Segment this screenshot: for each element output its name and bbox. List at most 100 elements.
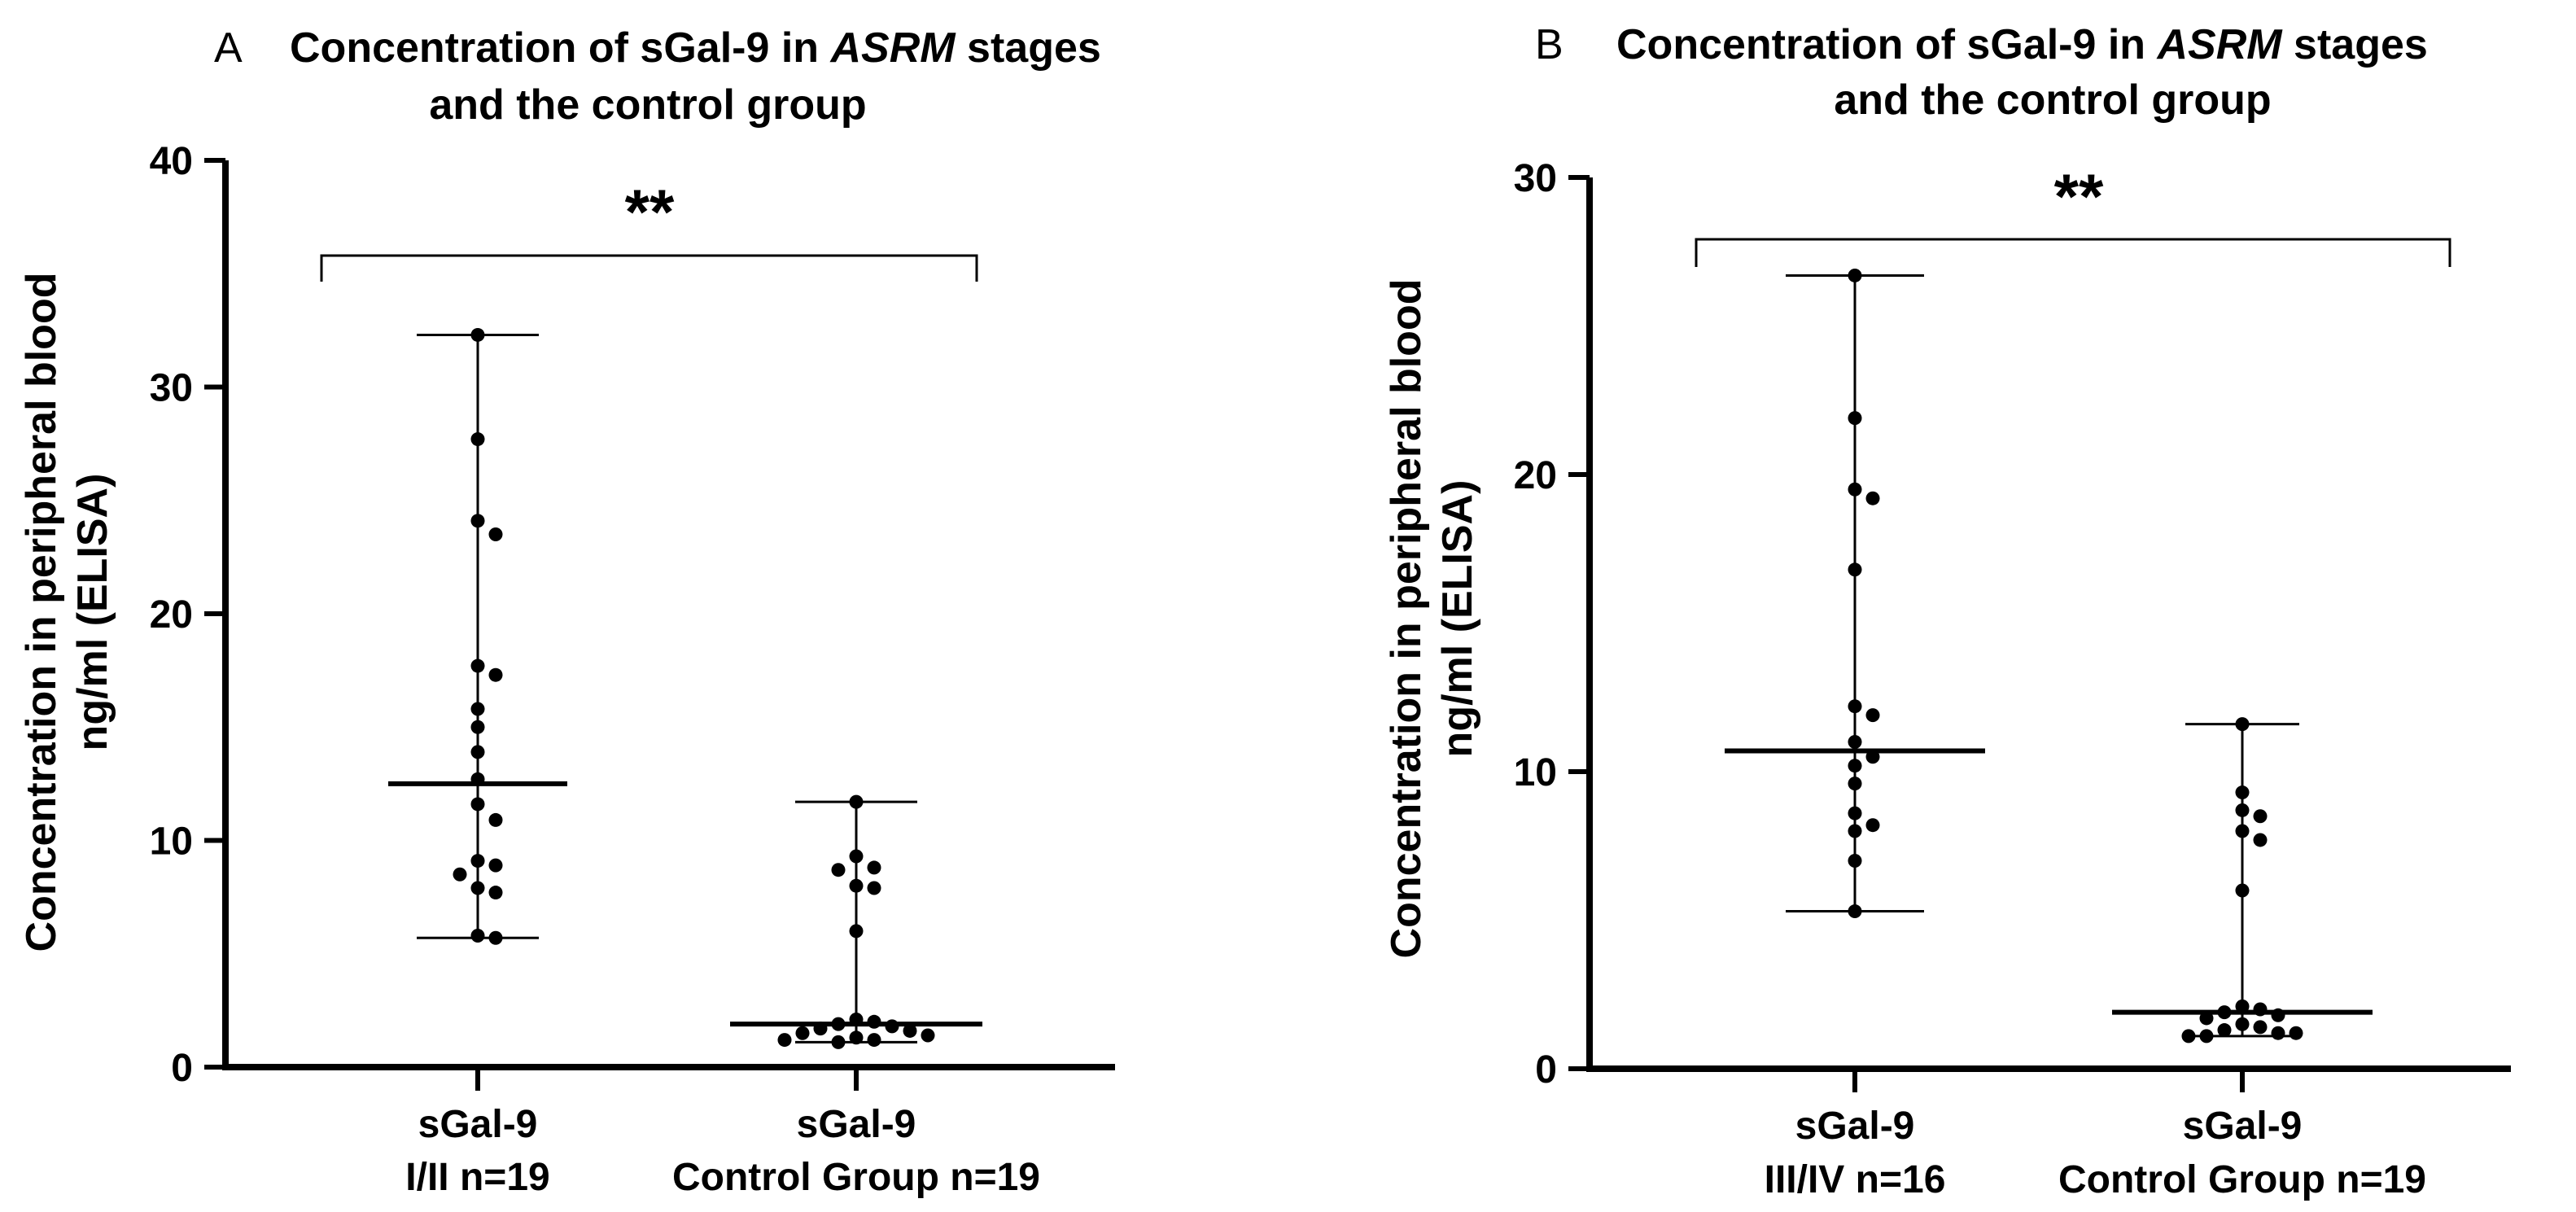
panel-b-group-2-data-point xyxy=(2235,785,2250,800)
panel-a-group-1-data-point xyxy=(488,527,503,542)
panel-a-y-tick-label: 20 xyxy=(150,593,193,637)
panel-a-group-2-data-point xyxy=(867,1033,881,1048)
panel-b-group-1-data-point xyxy=(1848,699,1862,714)
panel-b-group-1-marks xyxy=(1725,268,1985,919)
panel-b-group-1-data-point xyxy=(1848,268,1862,282)
panel-b-group-2-marks xyxy=(2112,717,2373,1044)
panel-a-group-1-marks xyxy=(388,327,567,945)
panel-a-group-1-data-point xyxy=(488,886,503,900)
panel-b-y-tick-label: 20 xyxy=(1514,454,1557,497)
panel-a-y-tick-label: 40 xyxy=(150,140,193,183)
panel-b-group-2-data-point xyxy=(2235,803,2250,817)
panel-b-group-2-data-point xyxy=(2199,1011,2214,1026)
panel-b-y-tick-label: 10 xyxy=(1514,751,1557,794)
panel-a-ylabel-line2: ng/ml (ELISA) xyxy=(69,474,116,751)
panel-a-y-tick-label: 30 xyxy=(150,367,193,410)
panel-b-title-line1: Concentration of sGal-9 in ASRM stages xyxy=(1616,21,2428,68)
panel-b-group-1-data-point xyxy=(1848,411,1862,426)
panel-b-group-1-data-point xyxy=(1848,562,1862,577)
panel-a-group-2-data-point xyxy=(777,1033,792,1048)
panel-b-letter: B xyxy=(1535,21,1564,68)
panel-b-group-2-data-point xyxy=(2217,1005,2232,1020)
panel-a-group-1-data-point xyxy=(470,720,485,734)
panel-b-group-1-data-point xyxy=(1865,708,1880,723)
panel-a-ylabel-line1: Concentration in peripheral blood xyxy=(18,273,65,952)
panel-b-group-2-data-point xyxy=(2271,1026,2285,1040)
panel-b-group-2-data-point xyxy=(2235,999,2250,1013)
panel-a-group-1-data-point xyxy=(453,867,467,882)
panel-a-y-ticks: 0 10 20 30 40 xyxy=(150,140,225,1090)
panel-a-title-line1: Concentration of sGal-9 in ASRM stages xyxy=(290,24,1101,72)
panel-a-significance-stars: ** xyxy=(625,176,675,247)
panel-b-group-2-data-point xyxy=(2235,883,2250,898)
panel-a-group-1-label-line1: sGal-9 xyxy=(418,1103,538,1146)
panel-a-group-2-data-point xyxy=(849,1030,864,1045)
panel-a-y-tick-label: 0 xyxy=(171,1047,193,1090)
panel-a-group-1-data-point xyxy=(470,514,485,528)
panel-b-group-2-data-point xyxy=(2253,809,2268,824)
panel-b-group-2-data-point xyxy=(2271,1008,2285,1022)
panel-b-group-2-data-point xyxy=(2181,1029,2196,1044)
panel-a-group-2-data-point xyxy=(885,1019,899,1034)
panel-b-significance-bracket xyxy=(1695,238,2451,267)
panel-a-group-1-data-point xyxy=(470,745,485,759)
panel-b-group-2-data-point xyxy=(2235,1017,2250,1031)
panel-b-group-2-data-point xyxy=(2253,1020,2268,1035)
panel-b-group-2-data-point xyxy=(2217,1023,2232,1038)
panel-a-group-2-data-point xyxy=(813,1022,828,1036)
panel-b-group-2-data-point xyxy=(2289,1026,2303,1040)
panel-b-group-2-data-point xyxy=(2235,717,2250,732)
panel-b-group-1-data-point xyxy=(1865,818,1880,833)
panel-a-group-1-label-line2: I/II n=19 xyxy=(405,1156,549,1199)
panel-b: B Concentration of sGal-9 in ASRM stages… xyxy=(1383,21,2511,1201)
panel-a-group-2-marks xyxy=(730,794,982,1049)
panel-b-group-1-data-point xyxy=(1848,482,1862,497)
panel-b-group-1-data-point xyxy=(1848,806,1862,820)
panel-a-group-2-data-point xyxy=(831,1017,846,1031)
panel-a-group-2-data-point xyxy=(795,1026,810,1040)
panel-b-group-1-data-point xyxy=(1848,777,1862,791)
panel-a-group-2-data-point xyxy=(831,1035,846,1049)
panel-b-y-tick-label: 30 xyxy=(1514,157,1557,200)
panel-a-group-2-data-point xyxy=(903,1023,917,1038)
panel-b-group-1-data-point xyxy=(1848,735,1862,749)
panel-a-group-2-data-point xyxy=(867,1014,881,1029)
panel-a-group-2-data-point xyxy=(849,1013,864,1027)
panel-a-title-line2: and the control group xyxy=(429,81,866,129)
panel-b-ylabel-line2: ng/ml (ELISA) xyxy=(1434,480,1481,758)
panel-a-group-2-data-point xyxy=(849,849,864,864)
panel-b-group-2-data-point xyxy=(2253,833,2268,847)
panel-a-group-1-data-point xyxy=(470,881,485,895)
panel-a-group-1-data-point xyxy=(488,858,503,873)
panel-b-ylabel-line1: Concentration in peripheral blood xyxy=(1383,279,1430,959)
panel-a-group-1-data-point xyxy=(470,772,485,786)
panel-a-group-2-data-point xyxy=(849,794,864,809)
panel-a-group-2-data-point xyxy=(849,878,864,893)
panel-a-group-2-label-line2: Control Group n=19 xyxy=(672,1156,1040,1199)
panel-a-letter: A xyxy=(214,24,243,72)
panel-a-group-1-data-point xyxy=(470,327,485,342)
panel-a-group-2-data-point xyxy=(831,863,846,877)
panel-b-group-1-data-point xyxy=(1865,491,1880,505)
panel-a-group-1-data-point xyxy=(470,702,485,716)
panel-b-group-1-data-point xyxy=(1865,750,1880,764)
panel-b-group-1-label-line2: III/IV n=16 xyxy=(1765,1158,1946,1201)
panel-a-group-1-data-point xyxy=(470,854,485,869)
panel-a-group-2-label-line1: sGal-9 xyxy=(797,1103,916,1146)
panel-b-group-2-label-line2: Control Group n=19 xyxy=(2058,1158,2426,1201)
panel-a-group-2-data-point xyxy=(849,924,864,939)
panel-b-title-line2: and the control group xyxy=(1834,77,2271,124)
panel-b-y-ticks: 0 10 20 30 xyxy=(1514,157,1590,1092)
panel-b-group-1-data-point xyxy=(1848,759,1862,773)
panel-b-group-1-label-line1: sGal-9 xyxy=(1795,1105,1915,1148)
panel-b-y-tick-label: 0 xyxy=(1535,1048,1557,1092)
panel-a-y-tick-label: 10 xyxy=(150,820,193,864)
panel-b-group-2-data-point xyxy=(2235,824,2250,838)
panel-b-group-2-label-line1: sGal-9 xyxy=(2183,1105,2303,1148)
panel-a-group-1-data-point xyxy=(488,930,503,945)
panel-a-group-1-data-point xyxy=(488,667,503,682)
panel-b-group-2-data-point xyxy=(2199,1029,2214,1044)
panel-a-group-2-data-point xyxy=(921,1028,935,1043)
panel-a-group-1-data-point xyxy=(470,928,485,943)
